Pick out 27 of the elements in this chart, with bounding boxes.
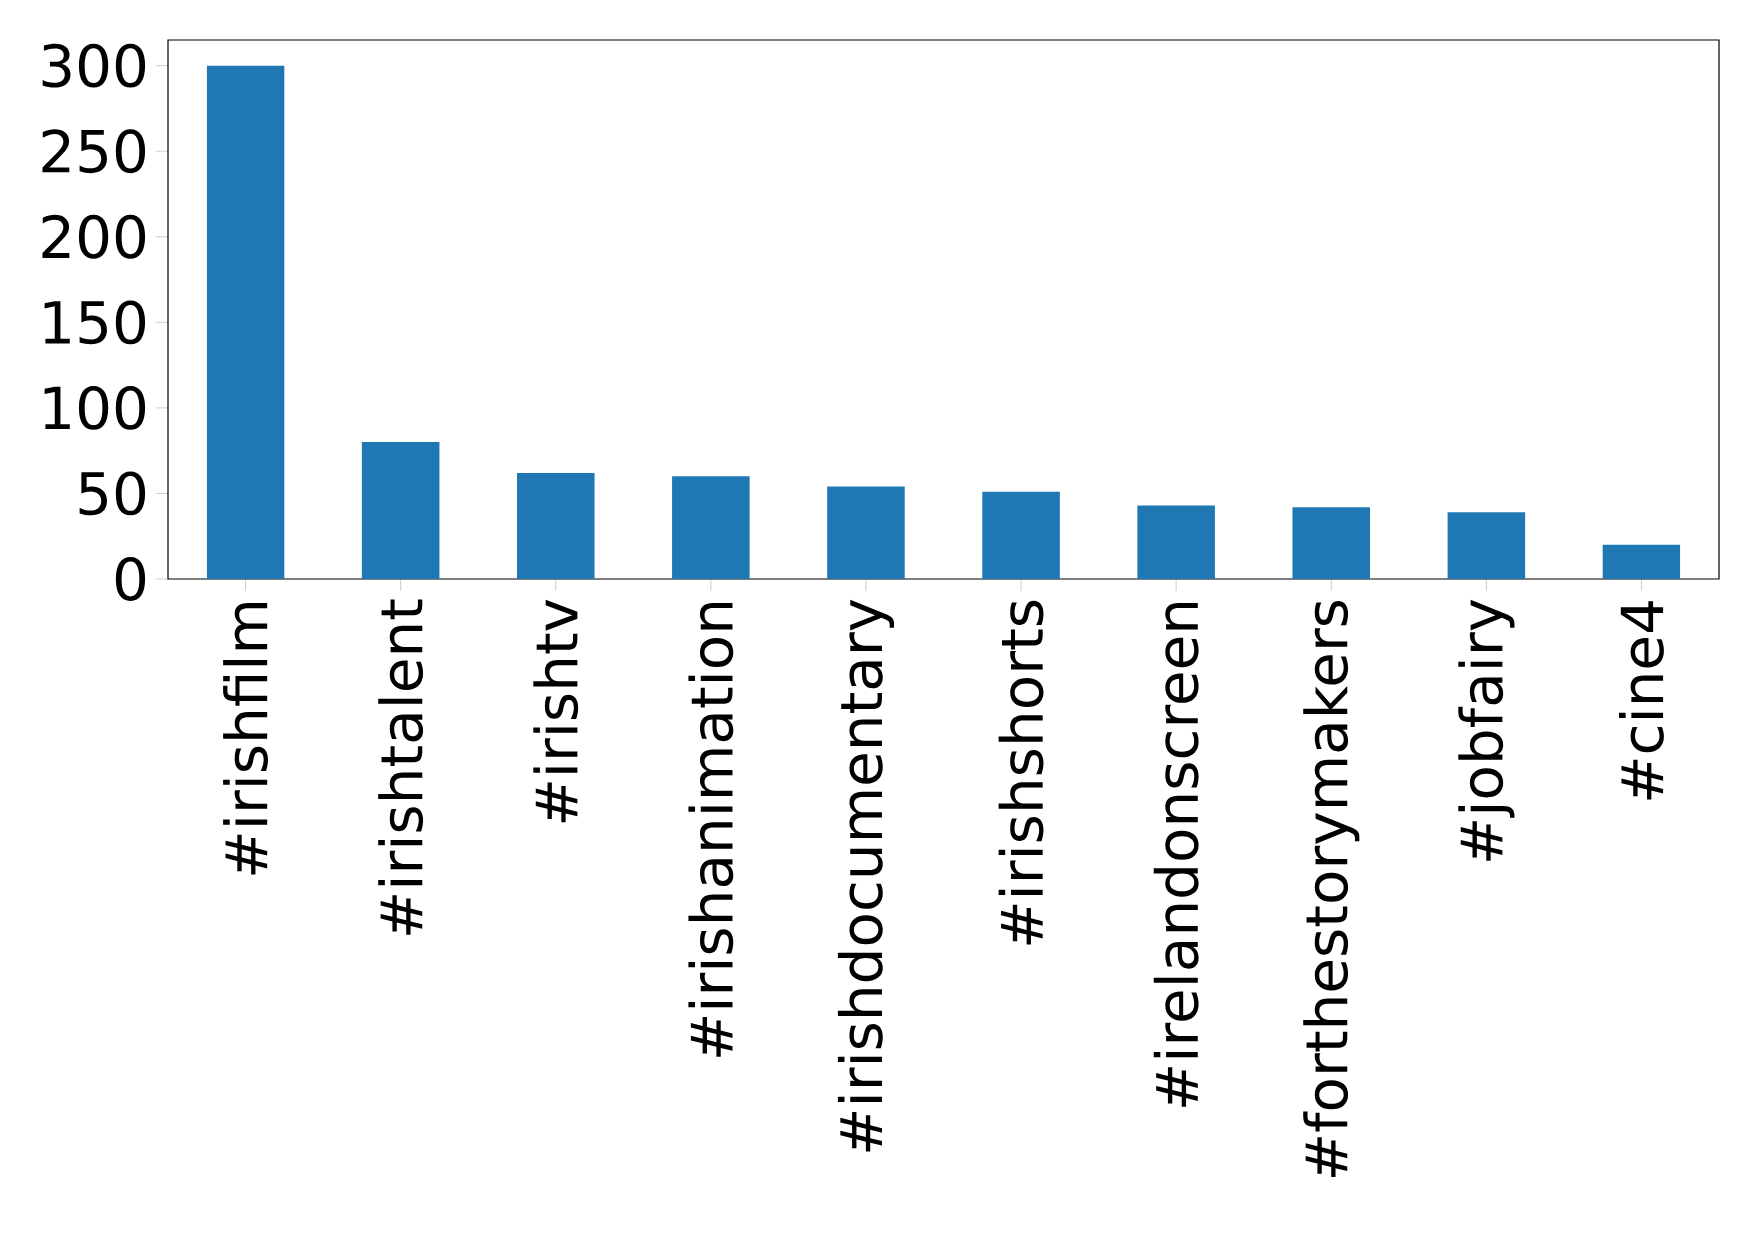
x-tick-label: #cine4 bbox=[1619, 601, 1664, 800]
y-tick-label: 300 bbox=[42, 43, 146, 88]
y-tick-label: 50 bbox=[79, 471, 146, 516]
bar bbox=[672, 476, 750, 579]
y-tick-label: 0 bbox=[115, 557, 146, 601]
bar bbox=[361, 442, 440, 579]
bar bbox=[206, 65, 285, 579]
bar bbox=[827, 486, 905, 579]
x-tick-label: #forthestorymakers bbox=[1303, 600, 1360, 1178]
bar bbox=[516, 472, 595, 579]
x-tick-label: #irishtv bbox=[533, 599, 579, 823]
bar bbox=[1137, 505, 1215, 579]
x-tick-label: #irelandonscreen bbox=[1153, 602, 1199, 1107]
x-tick-label: #irishdocumentary bbox=[837, 599, 895, 1152]
y-tick-label: 200 bbox=[42, 214, 146, 259]
x-tick-label: #irishfilm bbox=[223, 602, 268, 875]
x-tick-label: #irishtalent bbox=[378, 599, 424, 935]
bar bbox=[1447, 512, 1526, 579]
bar bbox=[1602, 544, 1681, 579]
x-tick-label: #jobfairy bbox=[1458, 599, 1515, 861]
y-tick-label: 150 bbox=[44, 300, 146, 345]
y-tick-label: 250 bbox=[42, 129, 146, 174]
x-tick-label: #irishanimation bbox=[688, 602, 734, 1057]
y-tick-label: 100 bbox=[44, 385, 146, 430]
bar bbox=[1292, 507, 1371, 579]
bar bbox=[982, 491, 1060, 579]
x-tick-label: #irishshorts bbox=[998, 600, 1044, 945]
